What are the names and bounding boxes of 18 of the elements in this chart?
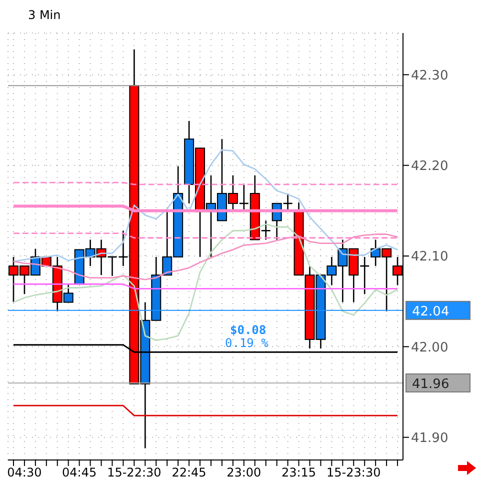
ref-line-label: 42.04 <box>412 304 450 320</box>
x-tick-label: 23:00 <box>226 466 262 480</box>
y-tick-label: 42.00 <box>411 340 448 356</box>
x-tick-label: 22:45 <box>172 466 206 480</box>
annotation: $0.08 <box>230 323 266 337</box>
x-tick-label: 15-22:30 <box>107 466 162 480</box>
y-tick-label: 42.10 <box>411 250 448 265</box>
x-tick-label: 23:15 <box>281 466 316 480</box>
chart-title: 3 Min <box>28 8 61 22</box>
y-tick-label: 42.30 <box>411 68 448 84</box>
y-tick-label: 42.20 <box>411 158 448 174</box>
y-tick-label: 41.90 <box>411 430 448 446</box>
annotation: 0.19 % <box>225 336 268 350</box>
x-tick-label: 04:30 <box>7 466 42 480</box>
x-tick-label: 04:45 <box>62 466 97 480</box>
ref-line-label: 41.96 <box>412 376 450 392</box>
x-tick-label: 15-23:30 <box>326 466 381 480</box>
line-series <box>12 234 398 280</box>
